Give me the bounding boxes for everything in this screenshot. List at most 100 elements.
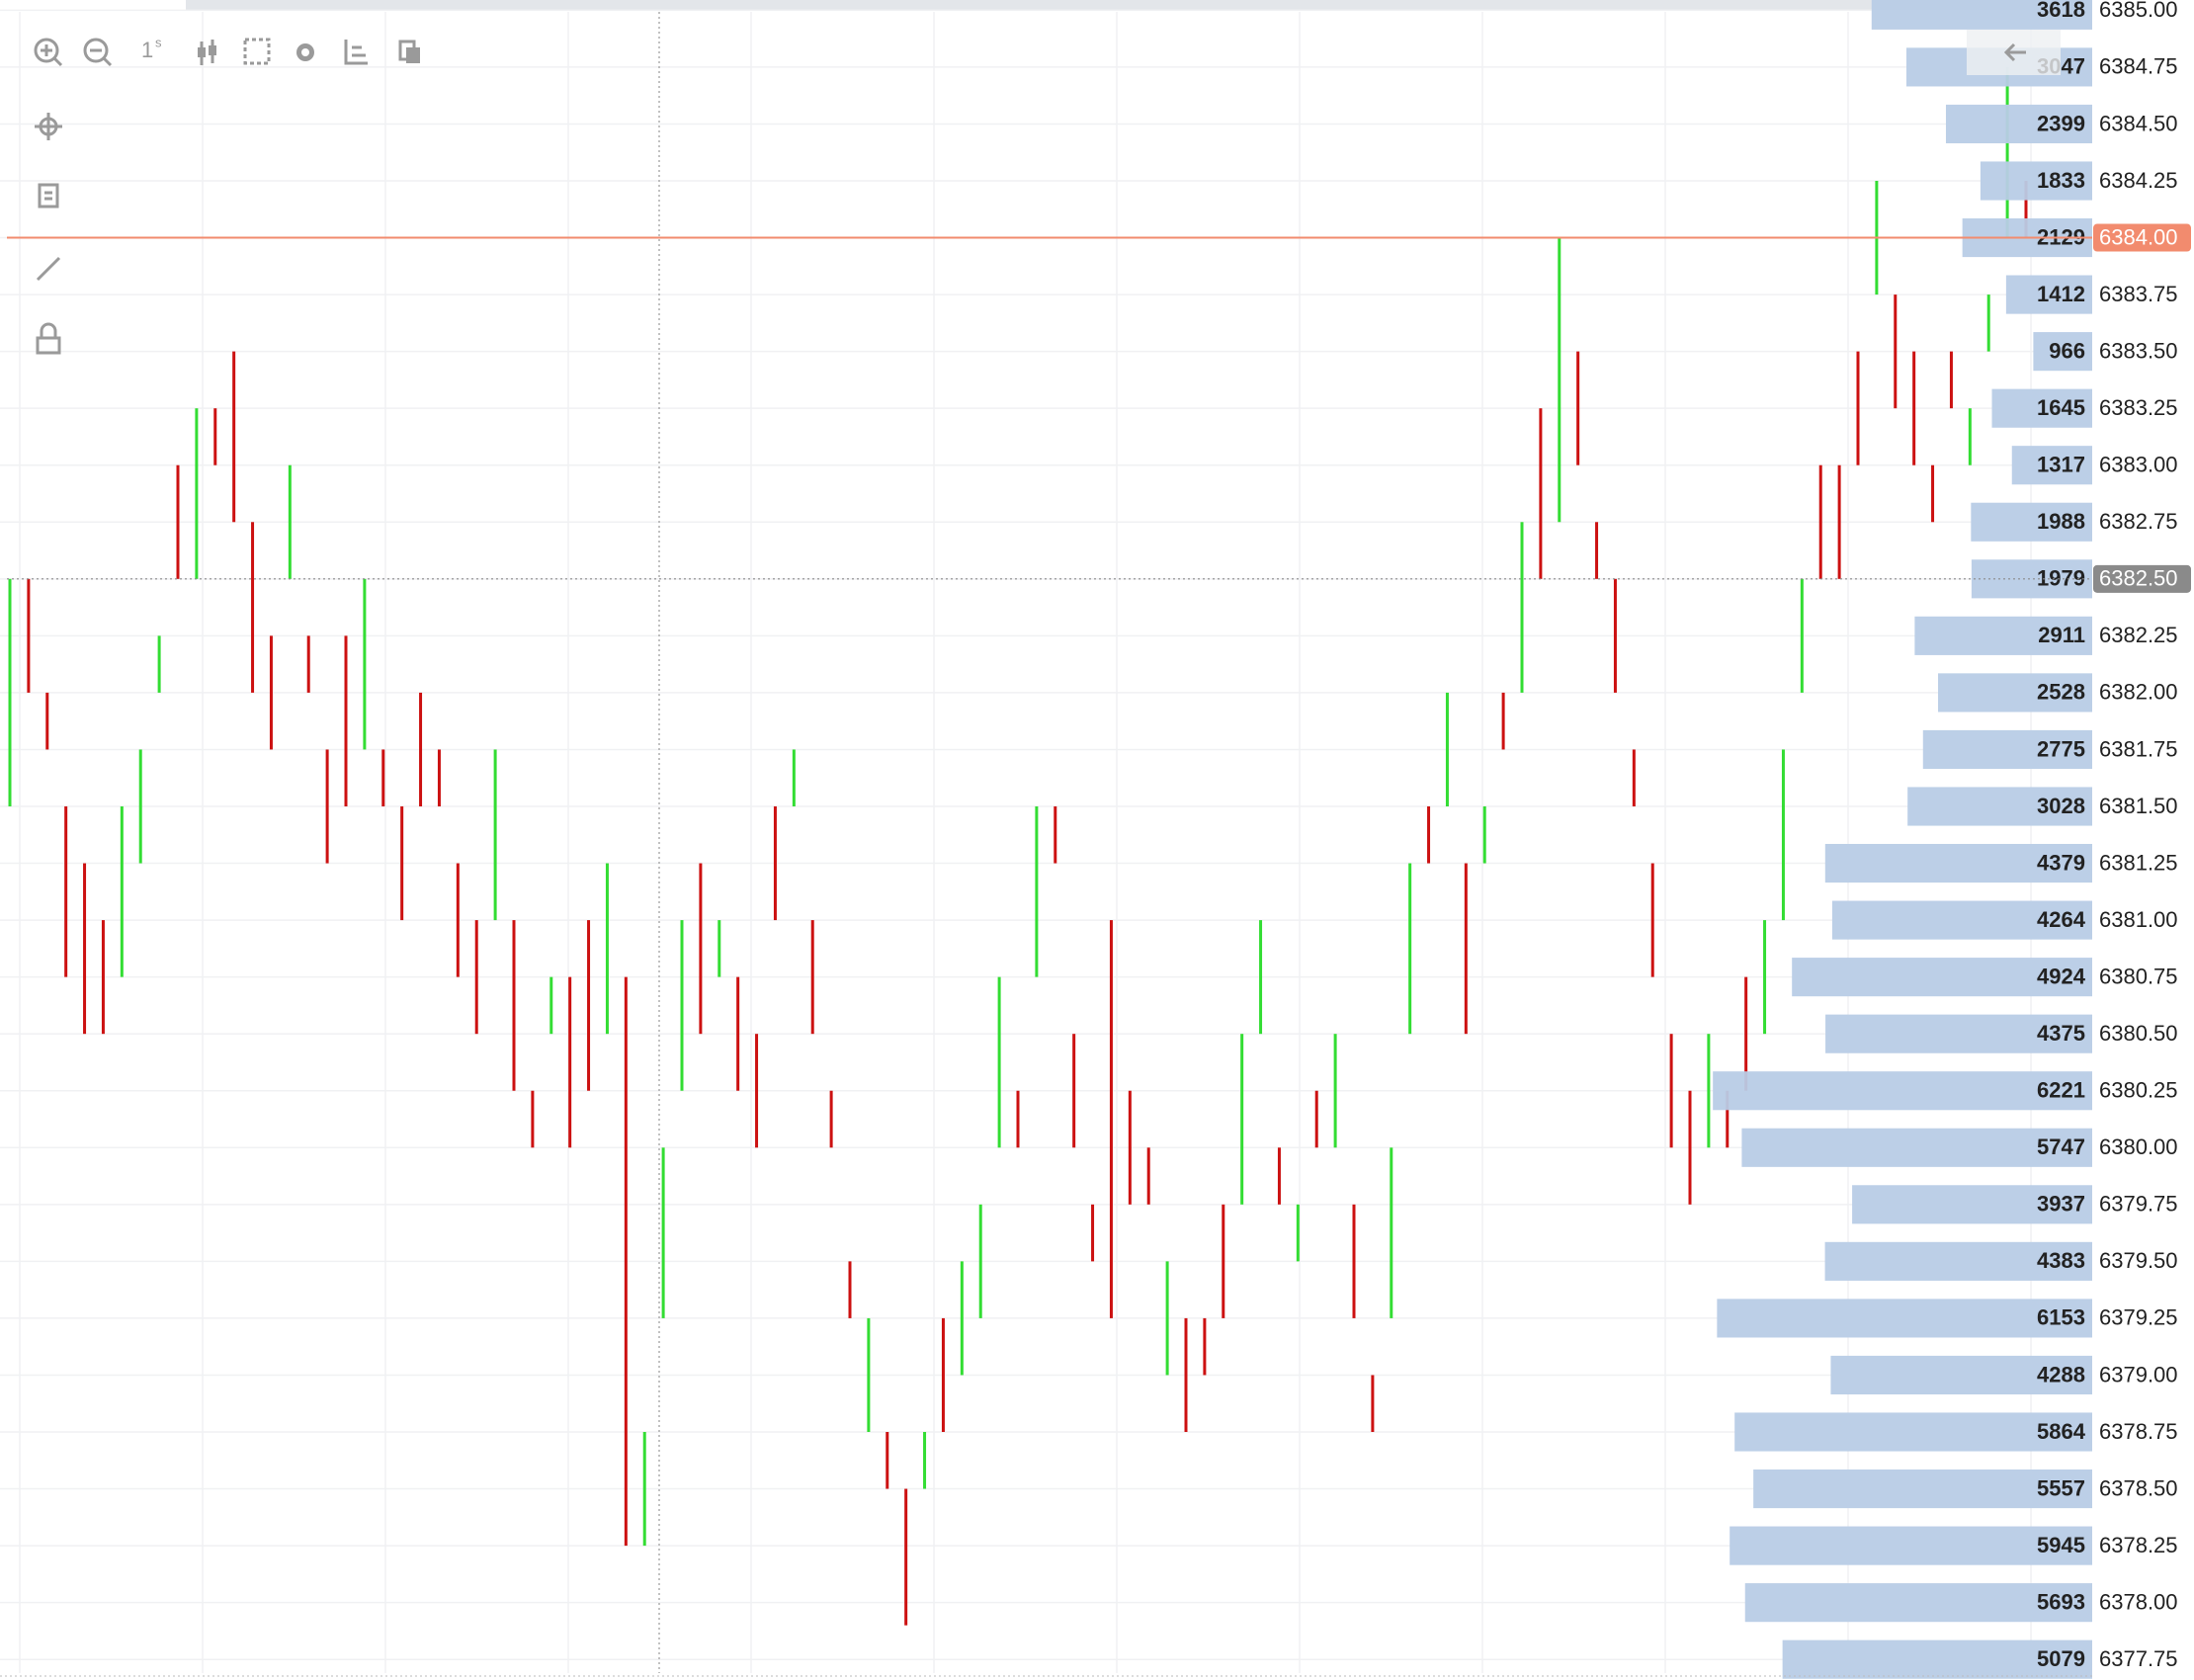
back-button[interactable] [1967, 30, 2061, 75]
candle [45, 692, 49, 750]
candle [1259, 920, 1263, 1035]
candle [1781, 749, 1785, 921]
volume-bar [1914, 616, 2092, 655]
candle [493, 749, 497, 921]
volume-label: 4379 [2037, 850, 2085, 875]
candle [1408, 863, 1412, 1035]
candle [325, 749, 329, 864]
candle [1482, 806, 1486, 864]
candle [1800, 578, 1804, 693]
volume-bar [1741, 1128, 2092, 1167]
candle [736, 976, 740, 1091]
volume-label: 1412 [2037, 282, 2085, 306]
volume-label: 6153 [2037, 1305, 2085, 1330]
candle [1222, 1204, 1225, 1318]
candle [1333, 1034, 1337, 1148]
candle [269, 635, 273, 750]
candle [1352, 1204, 1356, 1318]
volume-label: 4288 [2037, 1362, 2085, 1386]
volume-bar [1907, 787, 2092, 826]
volume-label: 2911 [2038, 623, 2085, 647]
interval-unit: s [155, 35, 162, 49]
candle [1632, 749, 1636, 807]
volume-bar [1938, 673, 2092, 713]
volume-label: 1988 [2037, 509, 2085, 534]
volume-bar [1971, 559, 2092, 599]
candle [1949, 351, 1953, 409]
volume-bar [1744, 1583, 2092, 1623]
volume-label: 4264 [2037, 907, 2086, 932]
volume-bar [1782, 1639, 2092, 1679]
select-button[interactable] [243, 38, 271, 65]
volume-label: 2775 [2037, 736, 2085, 761]
candle [1688, 1090, 1692, 1205]
candle [1539, 408, 1543, 579]
volume-bar [1730, 1526, 2092, 1565]
chart-type-button[interactable] [198, 40, 216, 65]
candle [251, 522, 255, 693]
candle [101, 920, 105, 1035]
candle [1707, 1034, 1711, 1148]
candle [138, 749, 142, 864]
candle [792, 749, 796, 807]
zoom-in-button[interactable] [34, 38, 63, 67]
candle [419, 692, 423, 807]
candle [1894, 294, 1898, 409]
volume-label: 1317 [2037, 453, 2085, 477]
candle [923, 1432, 927, 1489]
candle [1501, 692, 1505, 750]
candle [306, 635, 310, 693]
volume-label: 3937 [2037, 1192, 2085, 1217]
y-tick-label: 6380.50 [2099, 1021, 2178, 1046]
volume-bar [1830, 1355, 2092, 1395]
candle [1558, 237, 1561, 523]
candle [157, 635, 161, 693]
y-tick-label: 6379.00 [2099, 1362, 2178, 1386]
candle [1146, 1147, 1150, 1205]
copy-button[interactable] [398, 40, 420, 63]
settings-button[interactable] [296, 43, 314, 61]
scrollbar[interactable] [186, 0, 2092, 11]
line-tool[interactable] [36, 256, 61, 282]
volume-bar [1971, 502, 2092, 542]
y-tick-label: 6378.25 [2099, 1533, 2178, 1557]
volume-bar [1717, 1299, 2092, 1338]
candle [1650, 863, 1654, 977]
axis-button[interactable] [344, 40, 368, 65]
candle [1912, 351, 1916, 465]
candle [344, 635, 348, 807]
y-tick-label: 6380.00 [2099, 1134, 2178, 1159]
y-tick-label: 6381.50 [2099, 794, 2178, 818]
candle [904, 1488, 908, 1626]
candle [195, 408, 199, 579]
price-highlight [2093, 223, 2191, 252]
candle [1035, 806, 1039, 977]
y-tick-label: 6381.25 [2099, 850, 2178, 875]
candle [1016, 1090, 1020, 1148]
y-tick-label: 6382.25 [2099, 623, 2178, 647]
candle [232, 351, 236, 523]
price-highlight [2093, 564, 2191, 593]
candle [1296, 1204, 1300, 1262]
y-tick-label: 6378.00 [2099, 1589, 2178, 1614]
candle [1931, 464, 1935, 523]
crosshair-tool[interactable] [35, 113, 62, 140]
candle [1837, 464, 1841, 579]
candle [568, 976, 572, 1148]
candle [456, 863, 460, 977]
y-tick-label: 6384.00 [2099, 224, 2178, 249]
volume-label: 5079 [2037, 1646, 2085, 1671]
volume-label: 3028 [2037, 794, 2085, 818]
candle [960, 1261, 964, 1376]
candle [531, 1090, 535, 1148]
y-tick-label: 6383.75 [2099, 282, 2178, 306]
zoom-out-button[interactable] [83, 38, 113, 67]
candle [2005, 66, 2009, 238]
lock-tool[interactable] [36, 322, 61, 355]
y-tick-label: 6381.75 [2099, 736, 2178, 761]
candle [64, 806, 68, 977]
notes-tool[interactable] [38, 183, 59, 209]
